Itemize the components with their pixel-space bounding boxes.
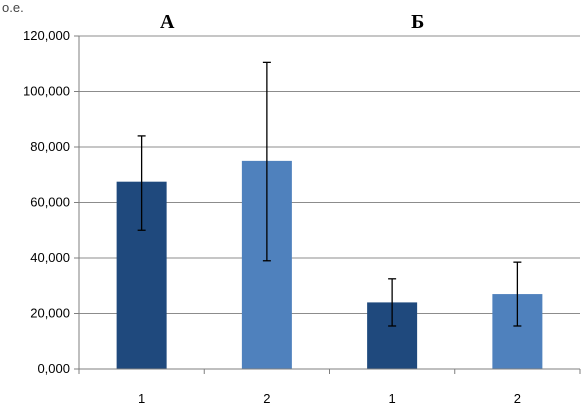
- error-bars: [137, 61, 522, 327]
- y-tick-label: 20,000: [30, 306, 70, 321]
- group-label: Б: [411, 11, 424, 33]
- y-tick-label: 120,000: [23, 28, 70, 43]
- y-tick-label: 100,000: [23, 84, 70, 99]
- bars: [116, 160, 543, 369]
- y-tick-label: 80,000: [30, 139, 70, 154]
- y-tick-labels: 0,000 20,000 40,000 60,000 80,000 100,000 120,…: [23, 28, 70, 376]
- x-tick-label: 2: [514, 391, 521, 404]
- x-tick-label: 2: [263, 391, 270, 404]
- x-tick-labels: 1 2 1 2: [138, 391, 521, 404]
- x-tick-label: 1: [389, 391, 396, 404]
- y-unit-label: о.е.: [2, 0, 24, 15]
- group-label: А: [160, 11, 175, 33]
- axes: [74, 35, 581, 374]
- y-tick-label: 40,000: [30, 250, 70, 265]
- y-tick-label: 60,000: [30, 195, 70, 210]
- x-tick-label: 1: [138, 391, 145, 404]
- y-tick-label: 0,000: [37, 361, 70, 376]
